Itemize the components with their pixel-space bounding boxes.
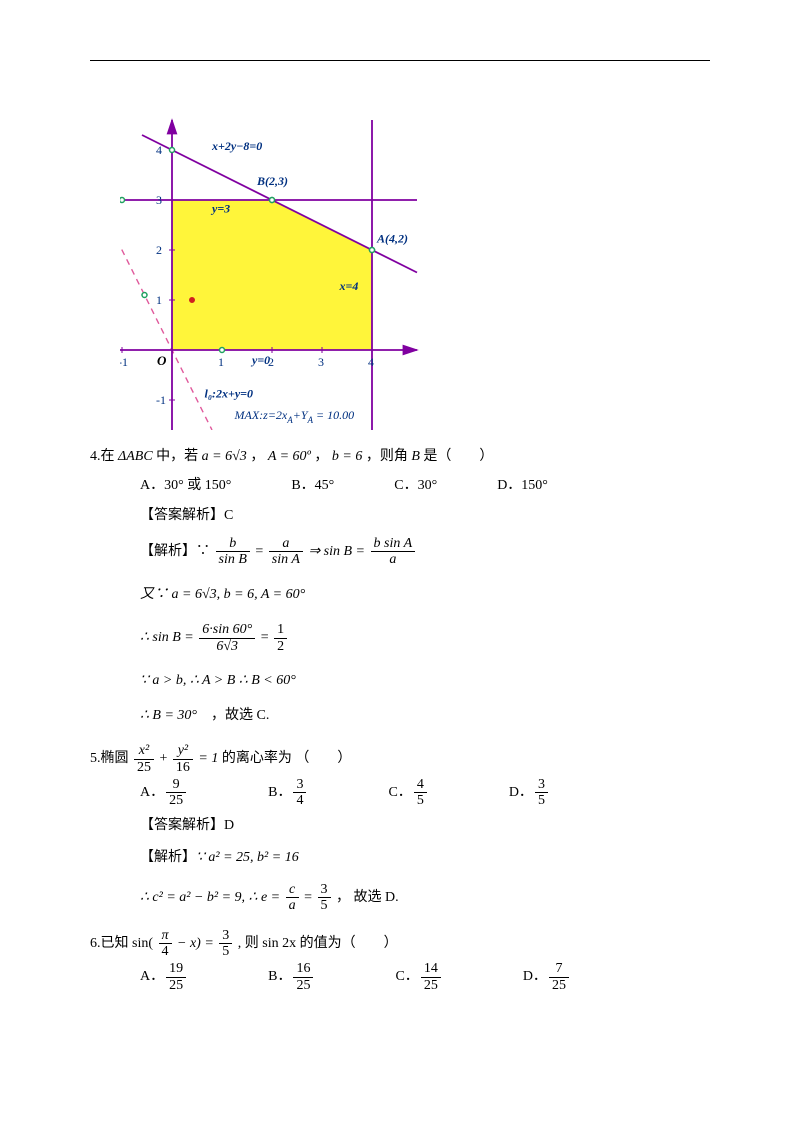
- svg-text:MAX:z=2xA+YA = 10.00: MAX:z=2xA+YA = 10.00: [234, 408, 355, 425]
- q4-sol-line5: ∴ B = 30° ，故选 C.: [140, 703, 710, 730]
- q4-opt-b: B．45°: [291, 473, 334, 500]
- q5-stem: 5.椭圆 x²25 + y²16 = 1 的离心率为 （ ）: [90, 751, 351, 766]
- q6-opt-c: C．1425: [395, 961, 442, 993]
- q5-options: A．925 B．34 C．45 D．35: [140, 777, 710, 809]
- q6-opt-a: A．1925: [140, 961, 188, 993]
- svg-text:A(4,2): A(4,2): [376, 232, 408, 246]
- svg-text:O: O: [157, 353, 167, 368]
- svg-text:y=0: y=0: [250, 353, 270, 367]
- svg-text:l₀:2x+y=0: l₀:2x+y=0: [205, 387, 254, 401]
- svg-text:2: 2: [156, 243, 162, 257]
- q5-opt-b: B．34: [268, 777, 308, 809]
- q5-opt-d: D．35: [509, 777, 550, 809]
- svg-text:y=3: y=3: [210, 202, 230, 216]
- svg-text:-1: -1: [120, 355, 128, 369]
- question-5: 5.椭圆 x²25 + y²16 = 1 的离心率为 （ ） A．925 B．3…: [90, 743, 710, 914]
- q5-sol-line2: ∴ c² = a² − b² = 9, ∴ e = ca = 35 ， 故选 D…: [140, 882, 710, 914]
- q4-opt-d: D．150°: [497, 473, 548, 500]
- q5-opt-a: A．925: [140, 777, 188, 809]
- q5-opt-c: C．45: [388, 777, 428, 809]
- q6-options: A．1925 B．1625 C．1425 D．725: [140, 961, 710, 993]
- q4-stem: 4.在 ΔABC 中，若 a = 6√3 ， A = 60º ， b = 6 ，…: [90, 449, 493, 464]
- svg-text:-1: -1: [156, 393, 166, 407]
- q4-sol-line4: ∵ a > b, ∴ A > B ∴ B < 60°: [140, 668, 710, 695]
- svg-text:x+2y−8=0: x+2y−8=0: [211, 139, 262, 153]
- svg-text:4: 4: [368, 355, 374, 369]
- q6-opt-b: B．1625: [268, 961, 315, 993]
- q4-options: A．30° 或 150° B．45° C．30° D．150°: [140, 473, 710, 500]
- question-4: 4.在 ΔABC 中，若 a = 6√3 ， A = 60º ， b = 6 ，…: [90, 444, 710, 729]
- svg-text:B(2,3): B(2,3): [256, 174, 288, 188]
- q6-stem: 6.已知 sin( π4 − x) = 35 , 则 sin 2x 的值为（ ）: [90, 936, 398, 951]
- lp-chart-svg: x+2y−8=0l₀:2x+y=0-11234-11234Oy=3x=4y=0A…: [120, 100, 430, 430]
- q4-answer: 【答案解析】C: [140, 503, 710, 530]
- svg-text:x=4: x=4: [339, 279, 359, 293]
- q5-answer: 【答案解析】D: [140, 813, 710, 840]
- svg-text:3: 3: [318, 355, 324, 369]
- q4-sol-line1: 【解析】∵ bsin B = asin A ⇒ sin B = b sin Aa: [140, 536, 710, 568]
- svg-text:4: 4: [156, 143, 162, 157]
- lp-chart: x+2y−8=0l₀:2x+y=0-11234-11234Oy=3x=4y=0A…: [120, 100, 710, 430]
- q4-opt-c: C．30°: [394, 473, 437, 500]
- question-6: 6.已知 sin( π4 − x) = 35 , 则 sin 2x 的值为（ ）…: [90, 928, 710, 994]
- q4-opt-a: A．30° 或 150°: [140, 473, 231, 500]
- page: x+2y−8=0l₀:2x+y=0-11234-11234Oy=3x=4y=0A…: [0, 0, 800, 1132]
- q4-sol-line2: 又∵ a = 6√3, b = 6, A = 60°: [140, 582, 710, 609]
- q5-sol-line1: 【解析】∵ a² = 25, b² = 16: [140, 845, 710, 872]
- svg-text:1: 1: [156, 293, 162, 307]
- top-rule: [90, 60, 710, 61]
- q6-opt-d: D．725: [523, 961, 571, 993]
- svg-text:3: 3: [156, 193, 162, 207]
- svg-text:1: 1: [218, 355, 224, 369]
- q4-sol-line3: ∴ sin B = 6·sin 60°6√3 = 12: [140, 622, 710, 654]
